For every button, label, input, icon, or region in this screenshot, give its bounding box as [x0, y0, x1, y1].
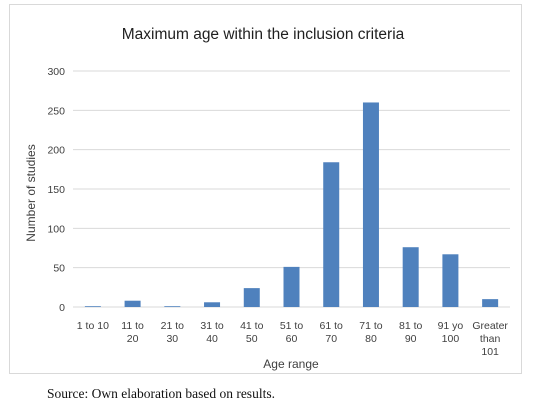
y-tick-label: 200: [47, 145, 65, 157]
bars: [84, 102, 499, 308]
x-tick-label: 31 to 40: [200, 320, 224, 345]
x-tick-label: 11 to 20: [121, 320, 144, 345]
bar: [442, 254, 459, 307]
x-tick-label: 71 to 80: [359, 320, 383, 345]
y-tick-label: 100: [47, 223, 65, 235]
bar: [323, 162, 340, 307]
y-tick-label: 50: [53, 263, 65, 275]
bar: [124, 300, 141, 307]
y-axis-label: Number of studies: [24, 144, 38, 241]
x-tick-label: 61 to 70: [320, 320, 344, 345]
chart-title: Maximum age within the inclusion criteri…: [122, 26, 405, 43]
chart-container: Maximum age within the inclusion criteri…: [9, 4, 522, 374]
x-axis-ticks: 1 to 10 11 to 20 21 to 30 31 to 40 41 to 50 51 to…: [77, 320, 509, 358]
y-tick-label: 300: [47, 66, 65, 78]
bar-chart: Maximum age within the inclusion criteri…: [24, 26, 510, 371]
x-tick-label: 51 to 60: [280, 320, 304, 345]
gridlines: [73, 70, 510, 308]
x-tick-label: 81 to 90: [399, 320, 423, 345]
bar: [243, 288, 260, 307]
y-tick-label: 0: [59, 302, 65, 314]
bar: [84, 306, 101, 308]
y-axis-ticks: 0 50 100 150 200 250 300: [47, 66, 65, 314]
bar: [164, 306, 181, 308]
bar: [482, 299, 499, 307]
x-tick-label: 1 to 10: [77, 320, 109, 332]
bar: [362, 102, 379, 307]
bar: [204, 302, 221, 307]
x-tick-label: 91 yo 100: [438, 320, 464, 345]
x-tick-label: 21 to 30: [161, 320, 185, 345]
source-note: Source: Own elaboration based on results…: [47, 386, 275, 401]
x-tick-label: Greater than 101: [472, 320, 508, 358]
x-tick-label: 41 to 50: [240, 320, 264, 345]
y-tick-label: 250: [47, 105, 65, 117]
bar: [283, 266, 300, 307]
bar: [402, 247, 419, 307]
x-axis-label: Age range: [263, 357, 319, 371]
y-tick-label: 150: [47, 184, 65, 196]
